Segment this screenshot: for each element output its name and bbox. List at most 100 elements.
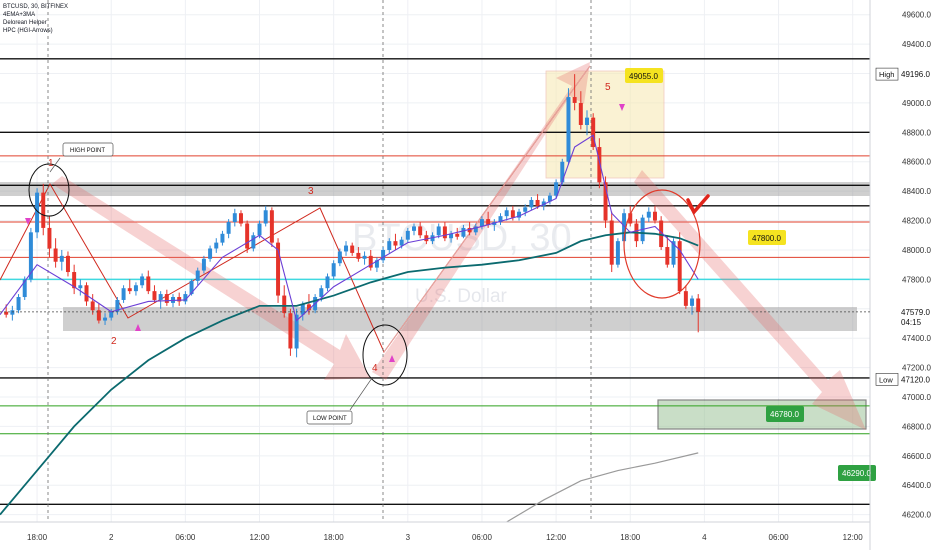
candle-72 bbox=[449, 233, 454, 239]
watermark-name: U.S. Dollar bbox=[415, 286, 508, 307]
legend-indicator-3[interactable]: HPC (HGI-Arrows) bbox=[3, 28, 53, 34]
candle-78 bbox=[486, 219, 491, 225]
tag-49055-bg bbox=[625, 68, 663, 83]
candle-92 bbox=[572, 97, 577, 103]
low-point-circle bbox=[362, 324, 408, 386]
candle-93 bbox=[578, 102, 583, 125]
candle-10 bbox=[65, 255, 70, 273]
chart-legend: BTCUSD, 30, BITFINEX 4EMA+3MA Delorean H… bbox=[3, 3, 68, 35]
watermark-symbol: BTCUSD, 30 bbox=[352, 217, 572, 259]
candle-88 bbox=[547, 195, 552, 202]
price-tick-13: 47000.0 bbox=[902, 393, 931, 402]
candle-67 bbox=[418, 226, 423, 236]
price-tick-6: 48400.0 bbox=[902, 187, 931, 196]
candle-32 bbox=[201, 258, 206, 271]
candle-61 bbox=[381, 249, 386, 261]
candle-65 bbox=[405, 230, 410, 240]
price-tick-14: 46800.0 bbox=[902, 422, 931, 431]
time-axis[interactable]: 18:00 2 06:00 12:00 18:00 3 06:00 12:00 18:00 4 06… bbox=[0, 521, 870, 542]
candle-70 bbox=[436, 226, 441, 236]
candle-84 bbox=[523, 207, 528, 212]
candle-2 bbox=[16, 297, 21, 311]
price-tick-12: 47200.0 bbox=[902, 364, 931, 373]
high-point-callout[interactable] bbox=[62, 142, 114, 157]
candle-101 bbox=[628, 213, 633, 224]
tag-46780-bg bbox=[766, 406, 804, 422]
candle-14 bbox=[90, 301, 95, 311]
candle-15 bbox=[96, 310, 101, 321]
candle-9 bbox=[59, 255, 64, 262]
candle-68 bbox=[424, 235, 429, 242]
candle-95 bbox=[591, 117, 596, 148]
candle-46 bbox=[288, 313, 293, 349]
triangle-up-icon-2 bbox=[389, 355, 395, 362]
candle-57 bbox=[356, 252, 361, 259]
high-badge-tag-bg bbox=[875, 67, 899, 81]
candle-66 bbox=[412, 226, 416, 231]
candle-110 bbox=[683, 291, 688, 306]
ema-slow-line bbox=[0, 231, 699, 516]
top-reversal-circle bbox=[623, 189, 701, 299]
top-zone-box bbox=[545, 70, 665, 179]
price-tick-16: 46400.0 bbox=[902, 481, 931, 490]
candle-85 bbox=[529, 199, 534, 208]
time-tick-11: 12:00 bbox=[843, 533, 864, 542]
candle-109 bbox=[677, 241, 682, 292]
candle-75 bbox=[467, 227, 472, 233]
triangle-down-icon-2 bbox=[619, 104, 625, 111]
time-tick-9: 4 bbox=[702, 533, 707, 542]
candle-1 bbox=[10, 310, 15, 315]
candle-56 bbox=[350, 245, 355, 253]
candle-19 bbox=[121, 288, 126, 300]
candle-38 bbox=[238, 213, 243, 224]
high-point-pointer bbox=[49, 157, 61, 173]
ma-gray-line bbox=[506, 452, 699, 523]
wave-numbers: 1 2 3 4 5 bbox=[48, 82, 611, 374]
candle-13 bbox=[84, 285, 89, 302]
candle-39 bbox=[245, 223, 250, 249]
candle-86 bbox=[535, 199, 540, 206]
candle-4 bbox=[28, 232, 33, 280]
horizontal-levels bbox=[0, 58, 870, 506]
resistance-zone bbox=[0, 182, 870, 196]
candle-47 bbox=[294, 314, 299, 349]
candle-83 bbox=[517, 211, 522, 218]
tag-47800: 47800.0 bbox=[752, 234, 781, 243]
candle-74 bbox=[461, 227, 466, 237]
legend-symbol[interactable]: BTCUSD, 30, BITFINEX bbox=[3, 4, 69, 10]
price-axis[interactable]: 49600.049400.049200.049000.048800.048600… bbox=[869, 0, 931, 550]
arrow-down-2 bbox=[634, 170, 866, 430]
legend-indicator-2[interactable]: Delorean Helper bbox=[3, 20, 47, 26]
candle-90 bbox=[560, 161, 565, 183]
price-tick-1: 49400.0 bbox=[902, 40, 931, 49]
candle-45 bbox=[282, 295, 287, 314]
candle-25 bbox=[158, 294, 163, 300]
low-point-callout[interactable] bbox=[306, 410, 353, 425]
wave-number-2: 2 bbox=[111, 336, 117, 347]
candle-0 bbox=[4, 311, 9, 315]
candle-54 bbox=[337, 251, 342, 264]
candle-28 bbox=[177, 297, 182, 302]
wave-number-5: 5 bbox=[605, 82, 611, 93]
target-zone-box bbox=[657, 399, 867, 430]
candle-112 bbox=[696, 298, 701, 312]
candle-31 bbox=[195, 270, 200, 281]
candle-33 bbox=[208, 248, 213, 259]
wave-number-3: 3 bbox=[308, 186, 314, 197]
time-tick-3: 12:00 bbox=[250, 533, 271, 542]
candle-43 bbox=[269, 210, 274, 243]
legend-indicator-1[interactable]: 4EMA+3MA bbox=[3, 12, 36, 18]
candle-98 bbox=[609, 220, 614, 265]
time-tick-6: 06:00 bbox=[472, 533, 493, 542]
candle-60 bbox=[374, 260, 379, 268]
low-badge-tag-bg bbox=[875, 373, 899, 386]
price-tick-11: 47400.0 bbox=[902, 334, 931, 343]
candle-52 bbox=[325, 276, 330, 289]
candle-111 bbox=[690, 298, 695, 306]
candle-35 bbox=[220, 233, 225, 243]
candle-8 bbox=[53, 248, 58, 262]
candle-96 bbox=[597, 147, 602, 183]
tag-46290-bg bbox=[838, 465, 876, 481]
